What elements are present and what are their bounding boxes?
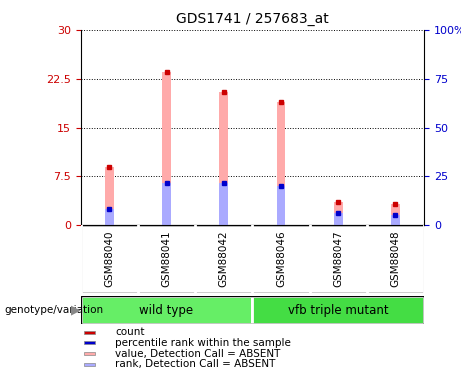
Text: GSM88048: GSM88048 — [390, 230, 401, 287]
Bar — [162, 72, 171, 225]
Text: GSM88046: GSM88046 — [276, 230, 286, 287]
Bar — [277, 186, 285, 225]
Bar — [391, 204, 400, 225]
Text: count: count — [115, 327, 144, 337]
Text: vfb triple mutant: vfb triple mutant — [288, 304, 389, 317]
Bar — [105, 166, 113, 225]
Bar — [334, 213, 343, 225]
Bar — [219, 183, 228, 225]
Bar — [105, 209, 113, 225]
Bar — [334, 202, 343, 225]
Text: value, Detection Call = ABSENT: value, Detection Call = ABSENT — [115, 348, 280, 358]
Bar — [391, 215, 400, 225]
Bar — [81, 296, 253, 324]
Text: percentile rank within the sample: percentile rank within the sample — [115, 338, 291, 348]
Text: GSM88047: GSM88047 — [333, 230, 343, 287]
Bar — [84, 363, 95, 366]
Bar — [84, 341, 95, 344]
Text: GSM88042: GSM88042 — [219, 230, 229, 287]
Bar — [84, 352, 95, 355]
Bar — [84, 331, 95, 334]
Text: genotype/variation: genotype/variation — [5, 305, 104, 315]
Text: wild type: wild type — [140, 304, 194, 317]
Text: rank, Detection Call = ABSENT: rank, Detection Call = ABSENT — [115, 359, 275, 369]
Bar — [219, 92, 228, 225]
Text: GSM88041: GSM88041 — [161, 230, 171, 287]
Text: GSM88040: GSM88040 — [104, 231, 114, 287]
Text: ▶: ▶ — [71, 304, 81, 317]
Title: GDS1741 / 257683_at: GDS1741 / 257683_at — [176, 12, 329, 26]
Bar — [277, 102, 285, 225]
Bar — [162, 183, 171, 225]
Bar — [253, 296, 424, 324]
